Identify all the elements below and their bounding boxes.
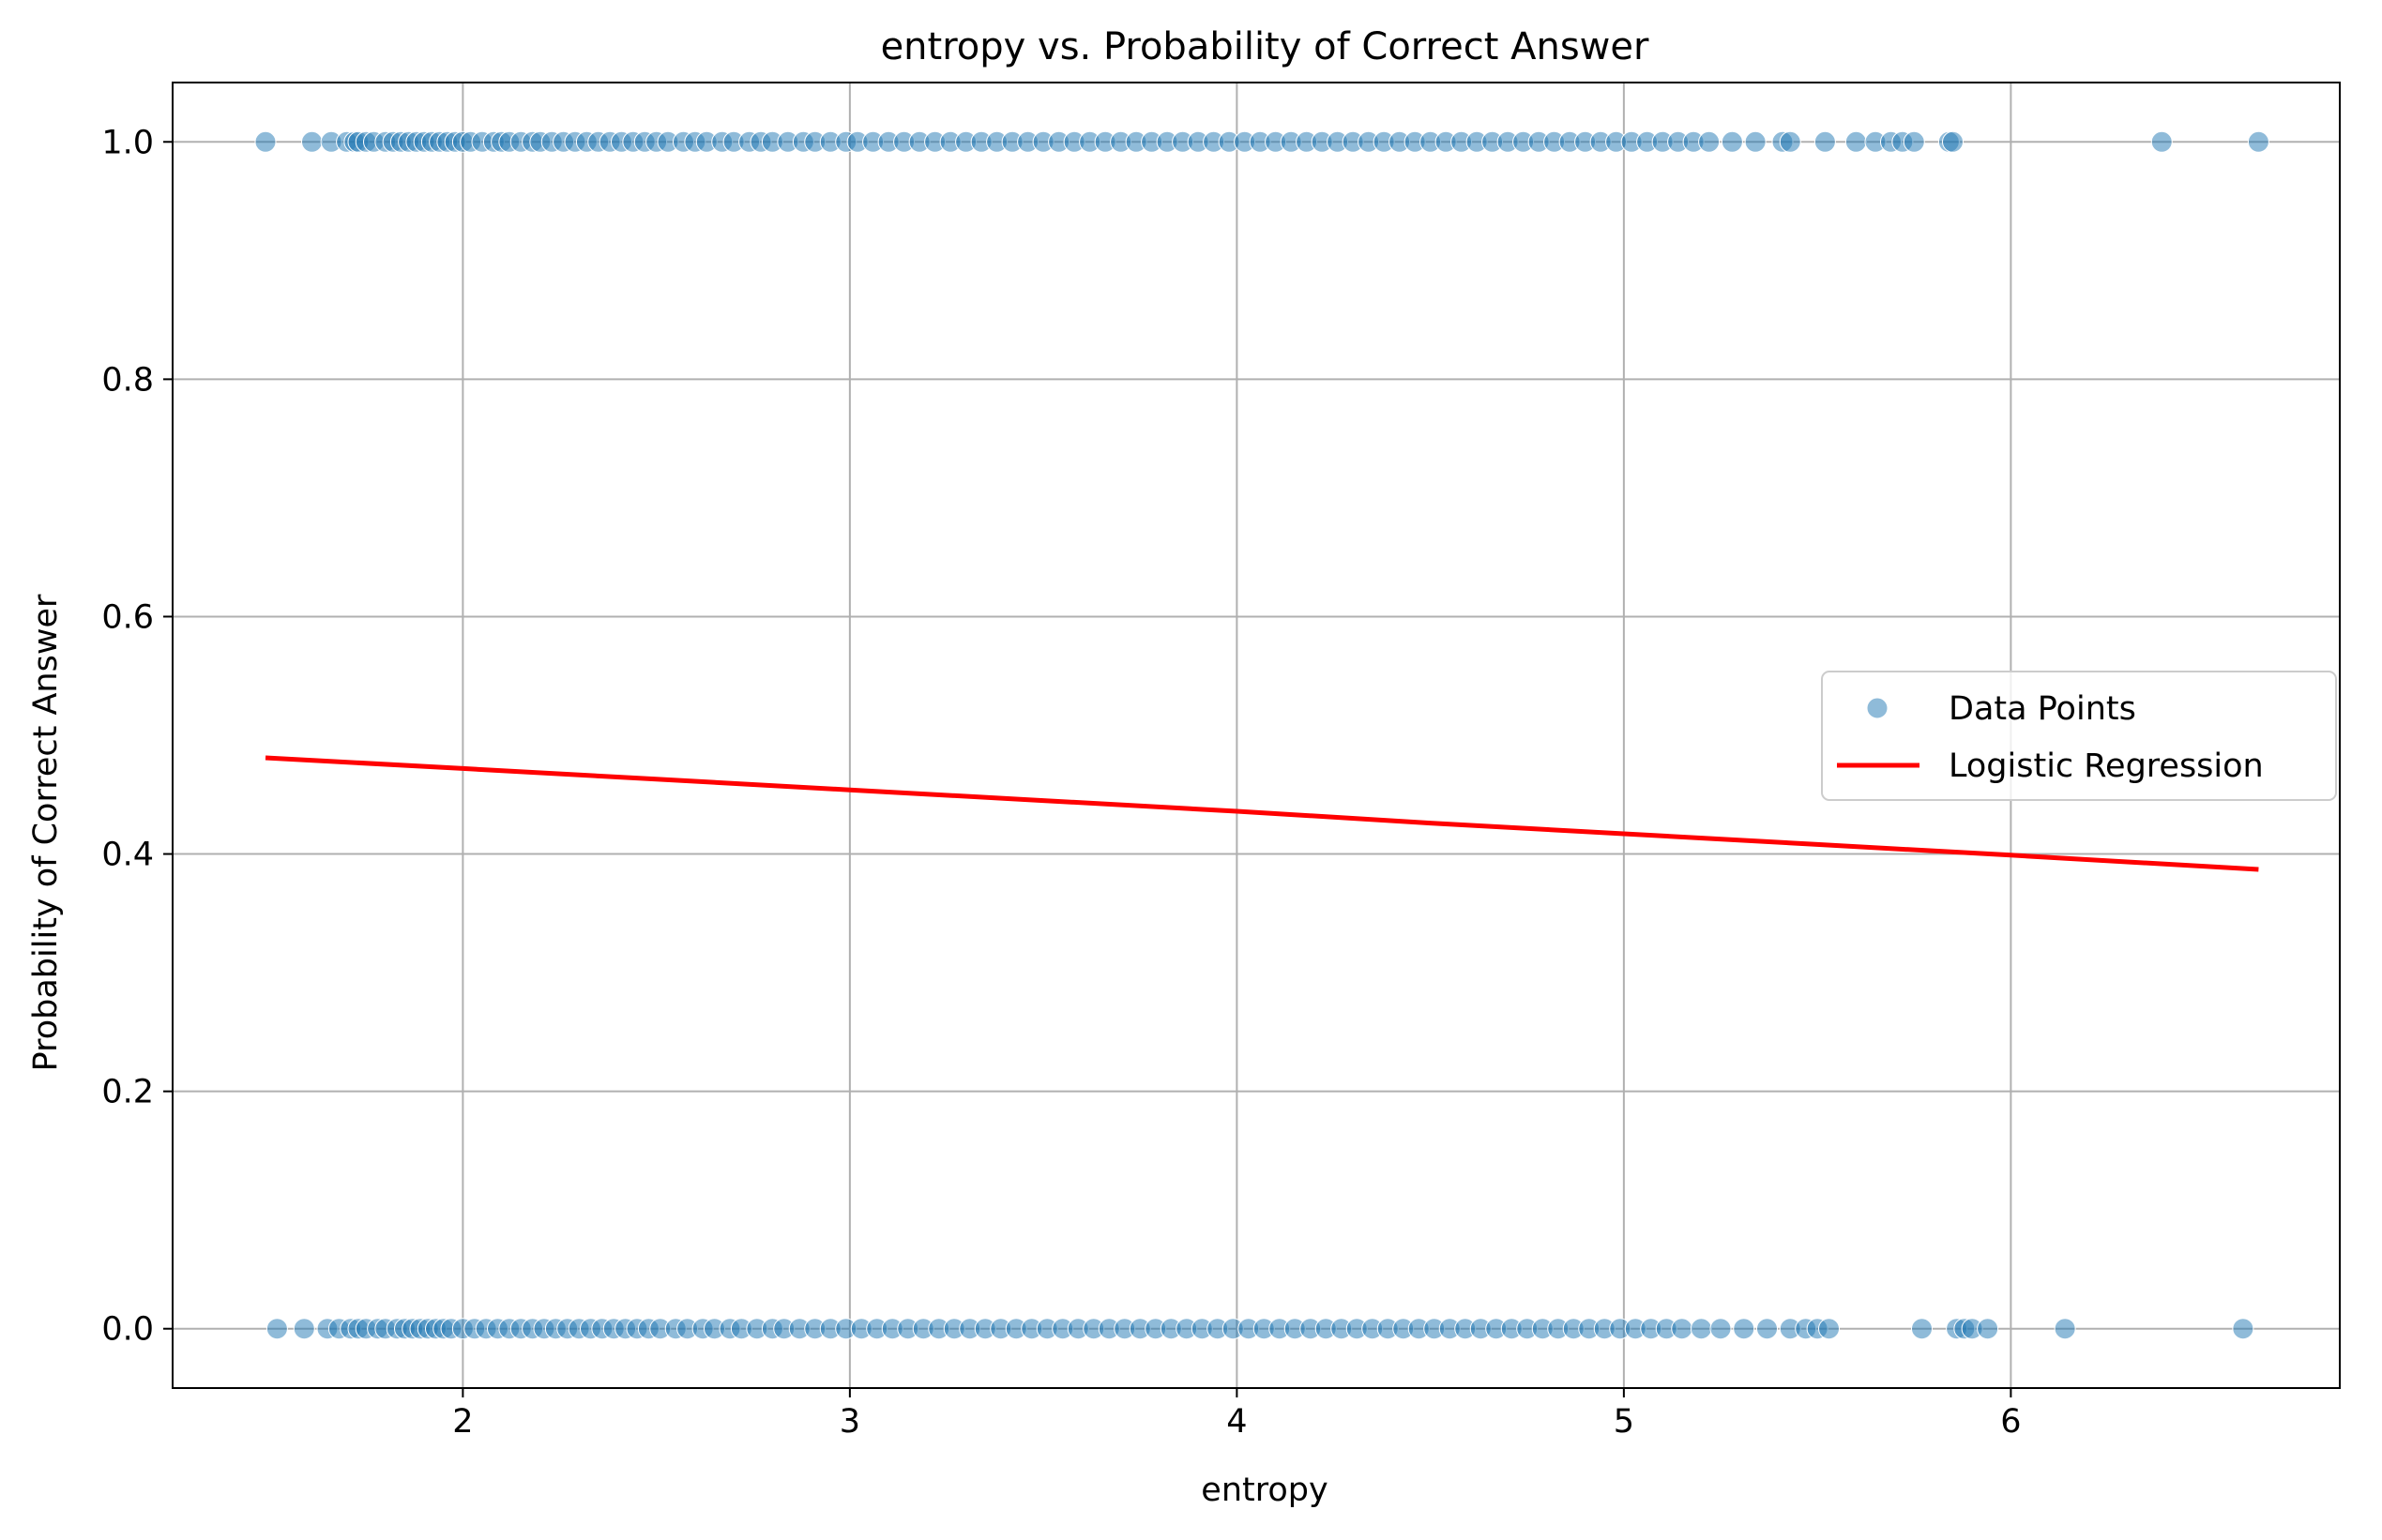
data-point: [1844, 130, 1867, 153]
legend-marker-data-points: [1866, 697, 1889, 719]
legend-label-logistic-regression: Logistic Regression: [1949, 747, 2264, 785]
data-point: [266, 1318, 288, 1340]
x-axis-label: entropy: [1201, 1472, 1328, 1509]
data-points-layer: [254, 130, 2269, 1340]
data-point: [1911, 1318, 1933, 1340]
x-tick-label: 3: [840, 1403, 860, 1441]
legend-label-data-points: Data Points: [1949, 690, 2136, 728]
x-axis-ticks: 2 3 4 5 6: [452, 1388, 2022, 1441]
y-tick-label: 1.0: [101, 124, 154, 161]
y-axis-label: Probability of Correct Answer: [27, 594, 65, 1071]
data-point: [1779, 130, 1801, 153]
x-tick-label: 5: [1614, 1403, 1634, 1441]
data-point: [1744, 130, 1767, 153]
data-point: [1690, 1318, 1712, 1340]
legend: Data Points Logistic Regression: [1821, 671, 2337, 801]
y-tick-label: 0.4: [101, 837, 154, 874]
x-tick-label: 2: [452, 1403, 473, 1441]
y-tick-label: 0.2: [101, 1074, 154, 1111]
regression-line: [265, 755, 2259, 872]
data-point: [2054, 1318, 2076, 1340]
x-tick-label: 4: [1226, 1403, 1247, 1441]
y-axis-ticks: 0.0 0.2 0.4 0.6 0.8 1.0: [101, 124, 173, 1349]
data-point: [1977, 1318, 1999, 1340]
data-point: [293, 1318, 315, 1340]
data-point: [2150, 130, 2173, 153]
y-tick-label: 0.0: [101, 1311, 154, 1349]
data-point: [254, 130, 277, 153]
data-point: [1756, 1318, 1778, 1340]
regression-line-layer: [265, 755, 2259, 872]
data-point: [1721, 130, 1743, 153]
chart-title: entropy vs. Probability of Correct Answe…: [881, 25, 1649, 68]
y-tick-label: 0.6: [101, 598, 154, 636]
data-point: [2232, 1318, 2254, 1340]
data-point: [1671, 1318, 1693, 1340]
data-point: [301, 130, 323, 153]
y-tick-label: 0.8: [101, 361, 154, 399]
data-point: [1709, 1318, 1732, 1340]
data-point: [1942, 130, 1964, 153]
x-tick-label: 6: [2000, 1403, 2021, 1441]
plot-frame: [172, 82, 2341, 1389]
data-point: [2247, 130, 2269, 153]
data-point: [1698, 130, 1721, 153]
data-point: [1813, 130, 1836, 153]
data-point: [1733, 1318, 1755, 1340]
data-point: [1818, 1318, 1840, 1340]
legend-box: [1821, 671, 2337, 801]
data-point: [1903, 130, 1925, 153]
